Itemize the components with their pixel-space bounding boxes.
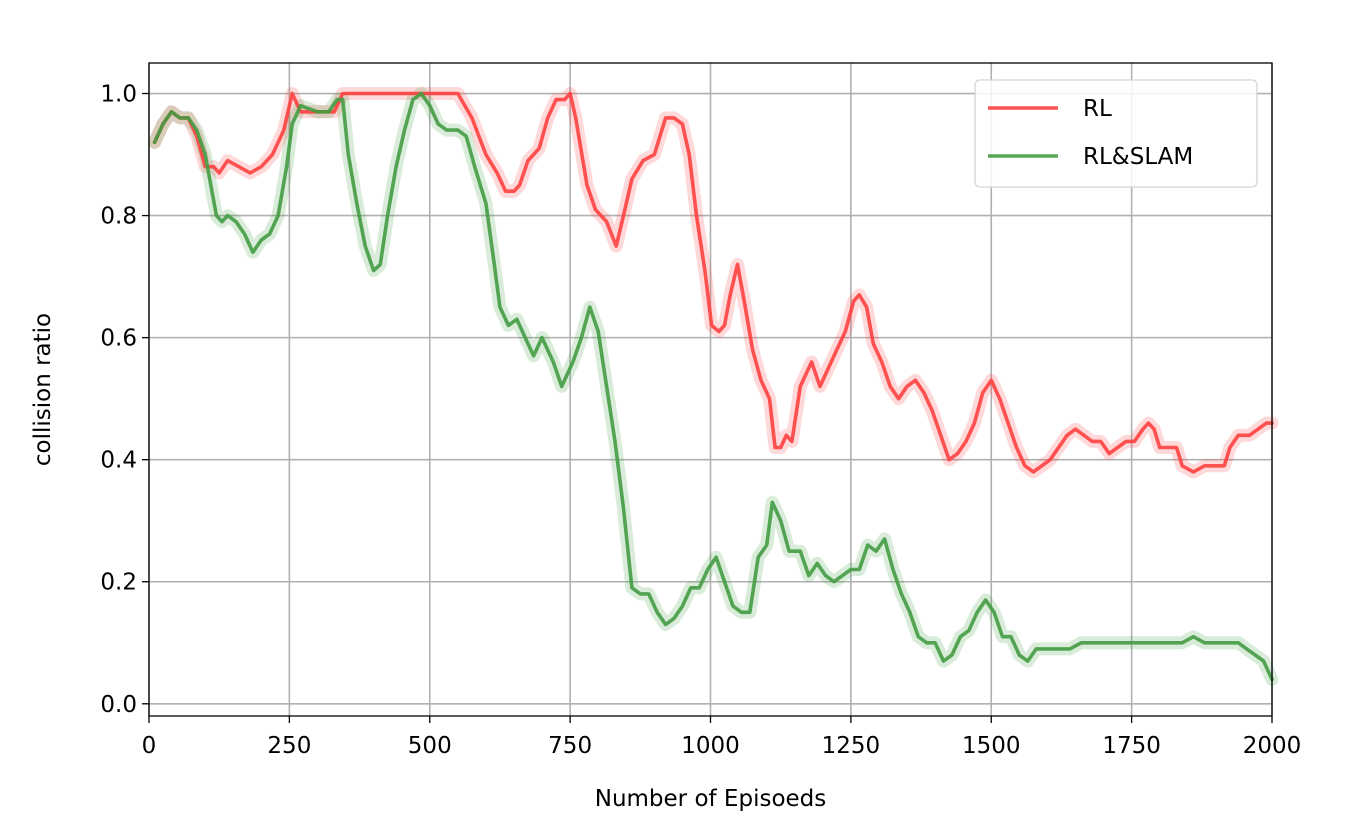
legend-label-rl: RL — [1083, 96, 1112, 122]
legend-box — [974, 79, 1258, 188]
y-axis-label: collision ratio — [30, 313, 56, 466]
legend-label-rl-slam: RL&SLAM — [1083, 144, 1193, 170]
x-tick-label: 0 — [142, 733, 157, 759]
y-axis-ticks: 0.0 0.2 0.4 0.6 0.8 1.0 — [100, 82, 149, 718]
x-axis-label: Number of Episoeds — [595, 786, 827, 812]
x-tick-label: 1500 — [962, 733, 1021, 759]
y-tick-label: 0.8 — [100, 204, 137, 230]
x-tick-label: 750 — [548, 733, 592, 759]
series-lines — [152, 91, 1274, 682]
x-tick-label: 1750 — [1102, 733, 1161, 759]
y-tick-label: 0.6 — [100, 326, 137, 352]
x-tick-label: 1000 — [681, 733, 740, 759]
x-tick-label: 2000 — [1243, 733, 1302, 759]
x-tick-label: 1250 — [822, 733, 881, 759]
legend: RL RL&SLAM — [974, 79, 1258, 188]
y-tick-label: 0.0 — [100, 692, 137, 718]
x-axis-ticks: 0 250 500 750 1000 1250 1500 1750 2000 — [142, 716, 1302, 759]
x-tick-label: 250 — [267, 733, 311, 759]
y-tick-label: 0.2 — [100, 570, 137, 596]
y-tick-label: 1.0 — [100, 82, 137, 108]
series-line-rl — [152, 91, 1274, 474]
x-tick-label: 500 — [408, 733, 452, 759]
series-line-rl-slam — [152, 91, 1274, 682]
y-tick-label: 0.4 — [100, 448, 137, 474]
